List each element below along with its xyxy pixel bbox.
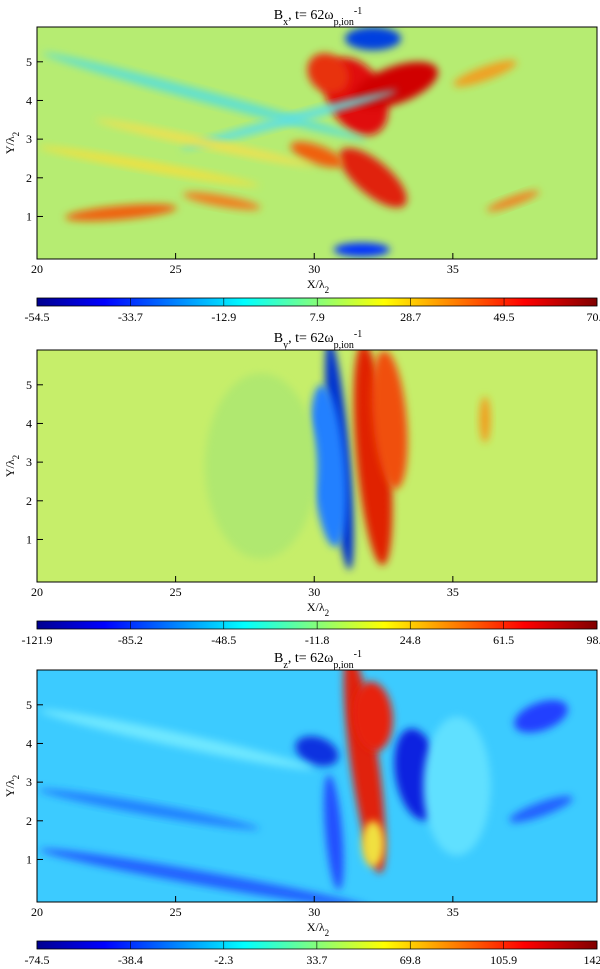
title-part: , t= 62ω	[288, 8, 334, 23]
colorbar-tick-label: -121.9	[22, 633, 53, 647]
colorbar-tick-label: -85.2	[118, 633, 143, 647]
label-part: X/λ	[307, 600, 325, 614]
x-tick-label: 35	[447, 262, 459, 276]
colorbar-tick-label: 28.7	[400, 310, 421, 324]
colorbar-tick-label: -74.5	[25, 953, 50, 964]
title-part: -1	[354, 6, 362, 17]
colorbar-tick-label: -2.3	[214, 953, 233, 964]
colorbar-tick-label: 98.2	[587, 633, 600, 647]
label-part: Y/λ	[3, 459, 17, 477]
y-tick-label: 3	[26, 132, 32, 146]
label-part: 2	[11, 132, 21, 137]
x-tick-label: 30	[308, 262, 320, 276]
title-part: -1	[354, 649, 362, 660]
title-part: p,ion	[334, 340, 354, 351]
field	[37, 651, 597, 915]
colorbar-tick-label: 61.5	[493, 633, 514, 647]
x-tick-label: 25	[170, 585, 182, 599]
label-part: 2	[325, 285, 330, 295]
x-tick-label: 30	[308, 905, 320, 919]
label-part: 2	[11, 455, 21, 460]
y-tick-label: 1	[26, 209, 32, 223]
y-tick-label: 5	[26, 378, 32, 392]
title-part: , t= 62ω	[288, 651, 334, 666]
y-tick-label: 4	[26, 736, 32, 750]
colorbar-tick-label: 69.8	[400, 953, 421, 964]
label-part: X/λ	[307, 920, 325, 934]
label-part: 2	[325, 608, 330, 618]
label-part: 2	[325, 928, 330, 938]
colorbar-tick-label: 49.5	[494, 310, 515, 324]
field-structure	[479, 396, 490, 442]
colorbar-tick-label: -12.9	[211, 310, 236, 324]
field-structure	[205, 373, 317, 559]
x-tick-label: 25	[170, 262, 182, 276]
x-tick-label: 25	[170, 905, 182, 919]
panel-title: Bx, t= 62ωp,ion-1	[274, 6, 362, 28]
colorbar-tick-label: 142.0	[584, 953, 600, 964]
panel-title: By, t= 62ωp,ion-1	[274, 329, 362, 351]
label-part: Y/λ	[3, 779, 17, 797]
y-axis-label: Y/λ2	[3, 132, 21, 154]
y-tick-label: 2	[26, 494, 32, 508]
x-axis-label: X/λ2	[307, 920, 329, 938]
title-part: p,ion	[333, 660, 353, 671]
y-tick-label: 3	[26, 455, 32, 469]
field-structure	[334, 243, 390, 257]
y-tick-label: 3	[26, 775, 32, 789]
y-axis-label: Y/λ2	[3, 775, 21, 797]
colorbar-tick-label: -54.5	[25, 310, 50, 324]
x-tick-label: 35	[447, 905, 459, 919]
label-part: X/λ	[307, 277, 325, 291]
colorbar-tick-label: -38.4	[118, 953, 143, 964]
y-tick-label: 5	[26, 698, 32, 712]
y-tick-label: 4	[26, 93, 32, 107]
label-part: Y/λ	[3, 136, 17, 154]
y-tick-label: 1	[26, 532, 32, 546]
panel-title: Bz, t= 62ωp,ion-1	[274, 649, 362, 671]
colorbar-tick-label: -33.7	[118, 310, 143, 324]
field	[37, 27, 597, 259]
x-tick-label: 20	[31, 905, 43, 919]
colorbar-tick-label: 70.2	[587, 310, 600, 324]
label-part: 2	[11, 775, 21, 780]
title-part: B	[274, 8, 283, 23]
y-tick-label: 2	[26, 171, 32, 185]
title-part: B	[274, 331, 283, 346]
x-tick-label: 20	[31, 262, 43, 276]
colorbar-tick-label: -48.5	[211, 633, 236, 647]
y-tick-label: 4	[26, 416, 32, 430]
title-part: p,ion	[334, 17, 354, 28]
x-tick-label: 20	[31, 585, 43, 599]
x-tick-label: 35	[447, 585, 459, 599]
x-axis-label: X/λ2	[307, 277, 329, 295]
title-part: , t= 62ω	[288, 331, 334, 346]
colorbar-tick-label: 7.9	[310, 310, 325, 324]
y-tick-label: 5	[26, 55, 32, 69]
title-part: B	[274, 651, 283, 666]
field-structure	[423, 716, 490, 855]
x-tick-label: 30	[308, 585, 320, 599]
colorbar-tick-label: 33.7	[306, 953, 327, 964]
colorbar-tick-label: 24.8	[400, 633, 421, 647]
y-tick-label: 2	[26, 814, 32, 828]
field-structure	[362, 821, 384, 867]
colorbar-tick-label: 105.9	[490, 953, 517, 964]
field-structure	[345, 27, 401, 50]
colorbar-tick-label: -11.8	[305, 633, 330, 647]
y-tick-label: 1	[26, 852, 32, 866]
y-axis-label: Y/λ2	[3, 455, 21, 477]
x-axis-label: X/λ2	[307, 600, 329, 618]
field	[37, 338, 597, 582]
title-part: -1	[354, 329, 362, 340]
